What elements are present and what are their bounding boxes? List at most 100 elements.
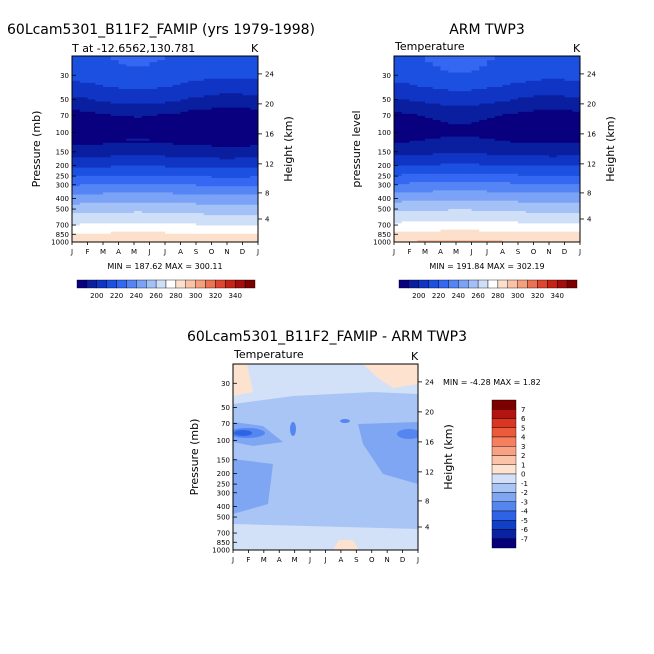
- contour-cell: [510, 206, 519, 210]
- contour-cell: [549, 182, 558, 185]
- height-tick-label: 8: [265, 189, 269, 197]
- contour-cell: [110, 186, 120, 189]
- contour-cell: [165, 192, 174, 196]
- contour-cell: [479, 173, 488, 177]
- contour-cell: [242, 109, 251, 113]
- contour-cell: [494, 198, 504, 202]
- contour-cell: [510, 72, 519, 76]
- contour-cell: [110, 233, 120, 237]
- contour-cell: [518, 175, 527, 179]
- contour-cell: [425, 78, 434, 82]
- contour-cell: [180, 128, 189, 131]
- contour-cell: [203, 180, 213, 183]
- contour-cell: [417, 103, 426, 107]
- contour-cell: [141, 136, 151, 140]
- colorbar-label: -4: [521, 508, 529, 516]
- contour-cell: [157, 70, 166, 74]
- contour-cell: [401, 167, 411, 171]
- contour-cell: [432, 200, 442, 204]
- contour-cell: [134, 93, 143, 96]
- contour-cell: [394, 223, 403, 227]
- contour-cell: [180, 165, 189, 169]
- contour-cell: [463, 229, 473, 233]
- contour-cell: [149, 192, 158, 196]
- contour-cell: [95, 64, 104, 67]
- contour-cell: [110, 155, 120, 158]
- contour-cell: [494, 62, 504, 65]
- contour-cell: [463, 165, 473, 169]
- contour-cell: [518, 95, 527, 98]
- contour-cell: [126, 128, 135, 131]
- contour-cell: [87, 82, 96, 86]
- contour-cell: [219, 206, 228, 210]
- contour-cell: [110, 167, 120, 171]
- contour-cell: [79, 60, 89, 63]
- contour-cell: [533, 82, 542, 86]
- contour-cell: [79, 70, 89, 74]
- contour-cell: [157, 167, 166, 171]
- contour-cell: [188, 105, 197, 109]
- contour-cell: [533, 233, 542, 237]
- contour-cell: [219, 111, 228, 115]
- contour-cell: [165, 68, 174, 72]
- contour-cell: [471, 200, 480, 204]
- contour-cell: [234, 130, 244, 134]
- contour-cell: [572, 169, 580, 173]
- contour-cell: [219, 173, 228, 177]
- contour-cell: [72, 163, 81, 167]
- contour-cell: [141, 213, 151, 216]
- contour-cell: [172, 91, 182, 94]
- colorbar-label: 240: [130, 292, 143, 300]
- contour-cell: [518, 72, 527, 76]
- contour-cell: [549, 229, 558, 233]
- contour-cell: [250, 163, 258, 167]
- contour-cell: [242, 146, 251, 150]
- contour-cell: [110, 76, 120, 80]
- contour-cell: [126, 144, 135, 148]
- contour-cell: [425, 206, 434, 210]
- contour-cell: [533, 58, 542, 61]
- colorbar-swatch: [527, 279, 538, 289]
- contour-cell: [401, 155, 411, 158]
- contour-cell: [401, 192, 411, 196]
- contour-cell: [79, 132, 89, 136]
- contour-cell: [87, 180, 96, 183]
- contour-cell: [425, 105, 434, 109]
- contour-cell: [227, 136, 236, 140]
- contour-cell: [463, 115, 473, 119]
- colorbar-label: -6: [521, 526, 529, 534]
- contour-cell: [456, 194, 465, 198]
- contour-cell: [79, 221, 89, 224]
- contour-cell: [518, 66, 527, 69]
- contour-cell: [456, 180, 465, 183]
- contour-cell: [110, 217, 120, 220]
- contour-cell: [401, 202, 411, 206]
- contour-cell: [157, 211, 166, 214]
- contour-cell: [518, 84, 527, 88]
- contour-cell: [87, 161, 96, 165]
- contour-cell: [72, 107, 81, 111]
- contour-cell: [242, 223, 251, 227]
- contour-cell: [103, 151, 112, 154]
- contour-cell: [432, 60, 442, 63]
- contour-cell: [556, 140, 566, 144]
- contour-cell: [234, 118, 244, 121]
- contour-cell: [471, 161, 480, 165]
- contour-cell: [502, 223, 511, 227]
- contour-cell: [211, 237, 220, 241]
- contour-cell: [110, 101, 120, 105]
- contour-cell: [196, 76, 205, 80]
- contour-cell: [234, 217, 244, 220]
- contour-cell: [549, 159, 558, 162]
- contour-cell: [227, 161, 236, 165]
- contour-cell: [95, 142, 104, 146]
- contour-cell: [564, 237, 573, 241]
- contour-cell: [87, 76, 96, 80]
- contour-cell: [95, 192, 104, 196]
- contour-cell: [432, 157, 442, 160]
- contour-cell: [425, 95, 434, 98]
- contour-cell: [118, 173, 127, 177]
- contour-cell: [456, 128, 465, 131]
- contour-cell: [79, 175, 89, 179]
- contour-cell: [417, 186, 426, 189]
